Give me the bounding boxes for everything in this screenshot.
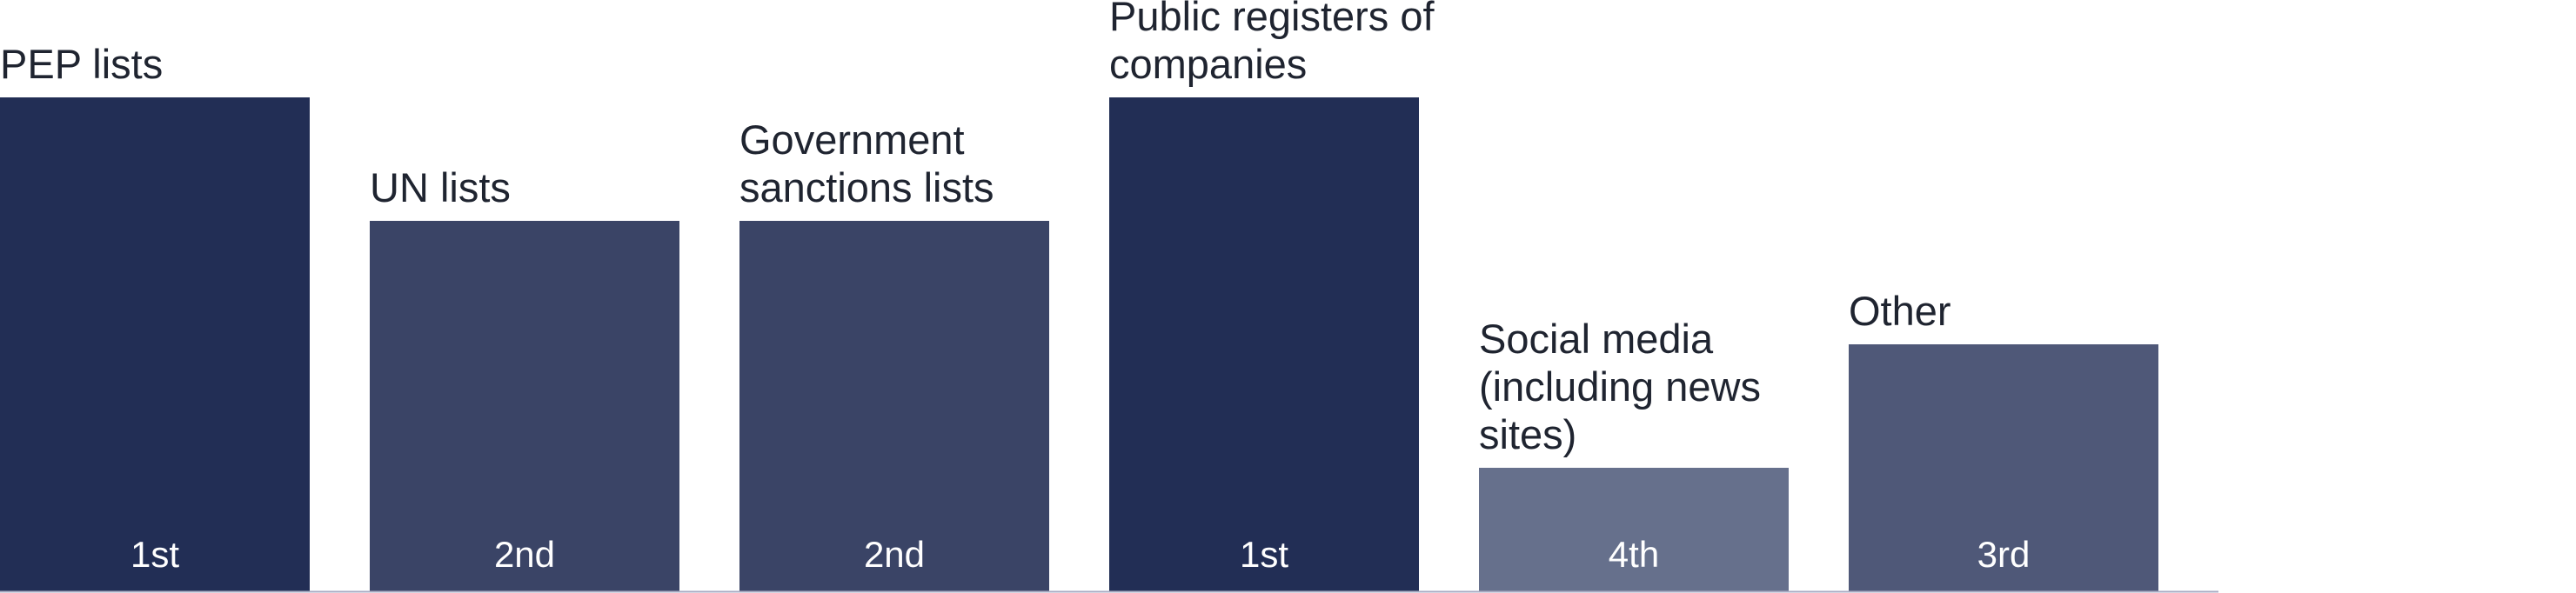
bars-group	[0, 97, 2158, 591]
category-label-3-line-1: companies	[1109, 41, 1307, 87]
category-label-2-line-0: Government	[739, 117, 965, 163]
bar-2	[739, 221, 1049, 591]
category-label-5: Other	[1849, 288, 1951, 334]
category-label-0: PEP lists	[0, 41, 163, 87]
category-label-4-line-0: Social media	[1479, 316, 1714, 362]
category-label-3: Public registers of companies	[1109, 0, 1435, 87]
rank-label-0: 1st	[130, 534, 179, 575]
bar-0	[0, 97, 310, 591]
rank-label-4: 4th	[1609, 534, 1659, 575]
rank-label-2: 2nd	[864, 534, 925, 575]
bar-4	[1479, 468, 1789, 591]
category-label-4: Social media (including news sites)	[1479, 316, 1761, 457]
rank-label-5: 3rd	[1977, 534, 2031, 575]
category-label-5-line-0: Other	[1849, 288, 1951, 334]
category-label-4-line-1: (including news	[1479, 363, 1761, 410]
category-label-0-line-0: PEP lists	[0, 41, 163, 87]
category-label-2: Government sanctions lists	[739, 117, 994, 210]
bar-3	[1109, 97, 1419, 591]
bar-5	[1849, 344, 2158, 591]
category-label-1: UN lists	[370, 164, 511, 210]
category-label-1-line-0: UN lists	[370, 164, 511, 210]
category-labels-group: PEP lists UN lists Government sanctions lis…	[0, 0, 1951, 457]
bar-1	[370, 221, 679, 591]
category-label-4-line-2: sites)	[1479, 411, 1576, 457]
rank-label-3: 1st	[1240, 534, 1288, 575]
category-label-3-line-0: Public registers of	[1109, 0, 1435, 39]
rank-labels-group: 1st 2nd 2nd 1st 4th 3rd	[130, 534, 2030, 575]
category-label-2-line-1: sanctions lists	[739, 164, 994, 210]
rank-label-1: 2nd	[494, 534, 555, 575]
